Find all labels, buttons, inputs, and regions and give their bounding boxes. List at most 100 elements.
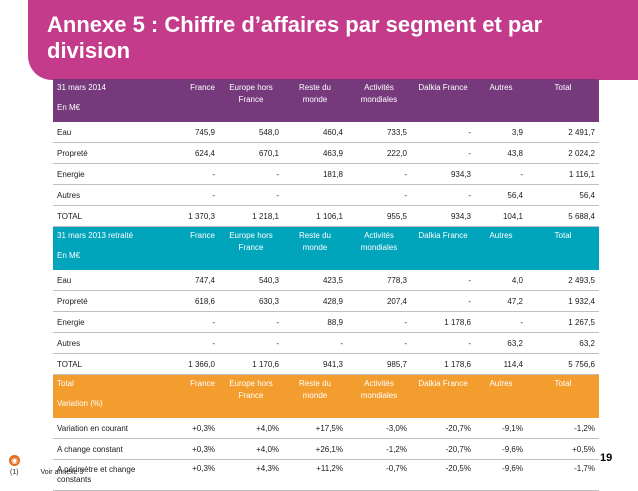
table-cell: +11,2% bbox=[283, 459, 347, 491]
table-cell: -20,5% bbox=[411, 459, 475, 491]
table-cell: 548,0 bbox=[219, 122, 283, 143]
table-cell: 618,6 bbox=[163, 290, 219, 312]
row-label: Eau bbox=[53, 270, 163, 291]
table-cell: +26,1% bbox=[283, 438, 347, 460]
col-header-dalkia-france: Dalkia France bbox=[411, 226, 475, 270]
row-label: Energie bbox=[53, 163, 163, 185]
table-cell: -20,7% bbox=[411, 418, 475, 439]
table-cell: 2 493,5 bbox=[527, 270, 599, 291]
section-header-variation: Total France Europe hors France Reste du… bbox=[53, 374, 599, 418]
table-cell: 222,0 bbox=[347, 142, 411, 164]
table-cell: -3,0% bbox=[347, 418, 411, 439]
table-cell: -9,6% bbox=[475, 459, 527, 491]
table-cell: 3,9 bbox=[475, 122, 527, 143]
table-cell: +4,0% bbox=[219, 418, 283, 439]
section-unit-label: En M€ bbox=[53, 250, 163, 270]
table-cell: 1 178,6 bbox=[411, 353, 475, 375]
table-cell: 63,2 bbox=[475, 332, 527, 354]
table-cell: 56,4 bbox=[527, 184, 599, 206]
footnote-marker: (1) bbox=[10, 469, 19, 476]
table-cell: 181,8 bbox=[283, 163, 347, 185]
section-date-label: 31 mars 2014 bbox=[53, 79, 163, 102]
col-header-dalkia-france: Dalkia France bbox=[411, 374, 475, 418]
table-row-total: TOTAL 1 366,0 1 170,6 941,3 985,7 1 178,… bbox=[53, 353, 599, 375]
table-cell: 423,5 bbox=[283, 270, 347, 291]
table-cell: 941,3 bbox=[283, 353, 347, 375]
table-cell: 207,4 bbox=[347, 290, 411, 312]
table-cell: 1 178,6 bbox=[411, 311, 475, 333]
table-cell: - bbox=[347, 332, 411, 354]
table-row: Variation en courant +0,3% +4,0% +17,5% … bbox=[53, 418, 599, 439]
table-cell: 747,4 bbox=[163, 270, 219, 291]
table-row: Eau 747,4 540,3 423,5 778,3 - 4,0 2 493,… bbox=[53, 270, 599, 291]
table-cell: +0,5% bbox=[527, 438, 599, 460]
table-cell: -0,7% bbox=[347, 459, 411, 491]
col-header-reste-du-monde: Reste du monde bbox=[283, 79, 347, 122]
table-cell: 955,5 bbox=[347, 205, 411, 227]
table-cell: - bbox=[411, 184, 475, 206]
row-label: Propreté bbox=[53, 142, 163, 164]
page-title: Annexe 5 : Chiffre d’affaires par segmen… bbox=[47, 12, 543, 63]
row-label: Energie bbox=[53, 311, 163, 333]
table-cell: - bbox=[219, 332, 283, 354]
col-header-activites-mondiales: Activités mondiales bbox=[347, 79, 411, 122]
table-cell: 1 267,5 bbox=[527, 311, 599, 333]
table-cell: 460,4 bbox=[283, 122, 347, 143]
table-cell: -1,7% bbox=[527, 459, 599, 491]
table-cell: 43,8 bbox=[475, 142, 527, 164]
row-label: Variation en courant bbox=[53, 418, 163, 439]
section-unit-label: En M€ bbox=[53, 102, 163, 122]
table-cell: - bbox=[411, 332, 475, 354]
table-cell: 463,9 bbox=[283, 142, 347, 164]
table-cell: 47,2 bbox=[475, 290, 527, 312]
table-cell: -20,7% bbox=[411, 438, 475, 460]
section-subheader-2014: En M€ bbox=[53, 102, 599, 122]
section-subheader-variation: Variation (%) bbox=[53, 398, 599, 418]
table-cell: 1 932,4 bbox=[527, 290, 599, 312]
table-cell: +4,0% bbox=[219, 438, 283, 460]
table-cell: 934,3 bbox=[411, 205, 475, 227]
table-cell: +17,5% bbox=[283, 418, 347, 439]
col-header-activites-mondiales: Activités mondiales bbox=[347, 226, 411, 270]
table-cell: - bbox=[219, 163, 283, 185]
col-header-france: France bbox=[163, 79, 219, 122]
col-header-autres: Autres bbox=[475, 79, 527, 122]
table-cell: 733,5 bbox=[347, 122, 411, 143]
page-number: 19 bbox=[600, 452, 613, 464]
table-row: Propreté 624,4 670,1 463,9 222,0 - 43,8 … bbox=[53, 142, 599, 164]
col-header-total: Total bbox=[527, 226, 599, 270]
col-header-reste-du-monde: Reste du monde bbox=[283, 374, 347, 418]
table-row: A change constant +0,3% +4,0% +26,1% -1,… bbox=[53, 438, 599, 460]
section-unit-label: Variation (%) bbox=[53, 398, 163, 418]
table-cell: 934,3 bbox=[411, 163, 475, 185]
col-header-autres: Autres bbox=[475, 374, 527, 418]
col-header-france: France bbox=[163, 226, 219, 270]
table-cell: 540,3 bbox=[219, 270, 283, 291]
table-cell: 1 116,1 bbox=[527, 163, 599, 185]
col-header-europe: Europe hors France bbox=[219, 374, 283, 418]
table-row: Autres - - - - 56,4 56,4 bbox=[53, 184, 599, 206]
table-cell: +0,3% bbox=[163, 438, 219, 460]
table-cell: +0,3% bbox=[163, 418, 219, 439]
table-cell: 985,7 bbox=[347, 353, 411, 375]
table-row: Eau 745,9 548,0 460,4 733,5 - 3,9 2 491,… bbox=[53, 122, 599, 143]
table-cell: - bbox=[475, 311, 527, 333]
table-cell: - bbox=[475, 163, 527, 185]
col-header-total: Total bbox=[527, 79, 599, 122]
revenue-table: 31 mars 2014 France Europe hors France R… bbox=[53, 79, 599, 491]
table-row: Energie - - 88,9 - 1 178,6 - 1 267,5 bbox=[53, 311, 599, 333]
col-header-reste-du-monde: Reste du monde bbox=[283, 226, 347, 270]
table-cell: -9,1% bbox=[475, 418, 527, 439]
table-cell: 428,9 bbox=[283, 290, 347, 312]
table-cell: 63,2 bbox=[527, 332, 599, 354]
footnote-text: Voir annexe 3 bbox=[40, 469, 84, 476]
row-label: A change constant bbox=[53, 438, 163, 460]
col-header-autres: Autres bbox=[475, 226, 527, 270]
table-cell: - bbox=[411, 142, 475, 164]
section-date-label: 31 mars 2013 retraité bbox=[53, 226, 163, 250]
table-cell bbox=[283, 184, 347, 206]
table-row-total: TOTAL 1 370,3 1 218,1 1 106,1 955,5 934,… bbox=[53, 205, 599, 227]
table-cell: -9,6% bbox=[475, 438, 527, 460]
table-cell: 745,9 bbox=[163, 122, 219, 143]
table-cell: 104,1 bbox=[475, 205, 527, 227]
